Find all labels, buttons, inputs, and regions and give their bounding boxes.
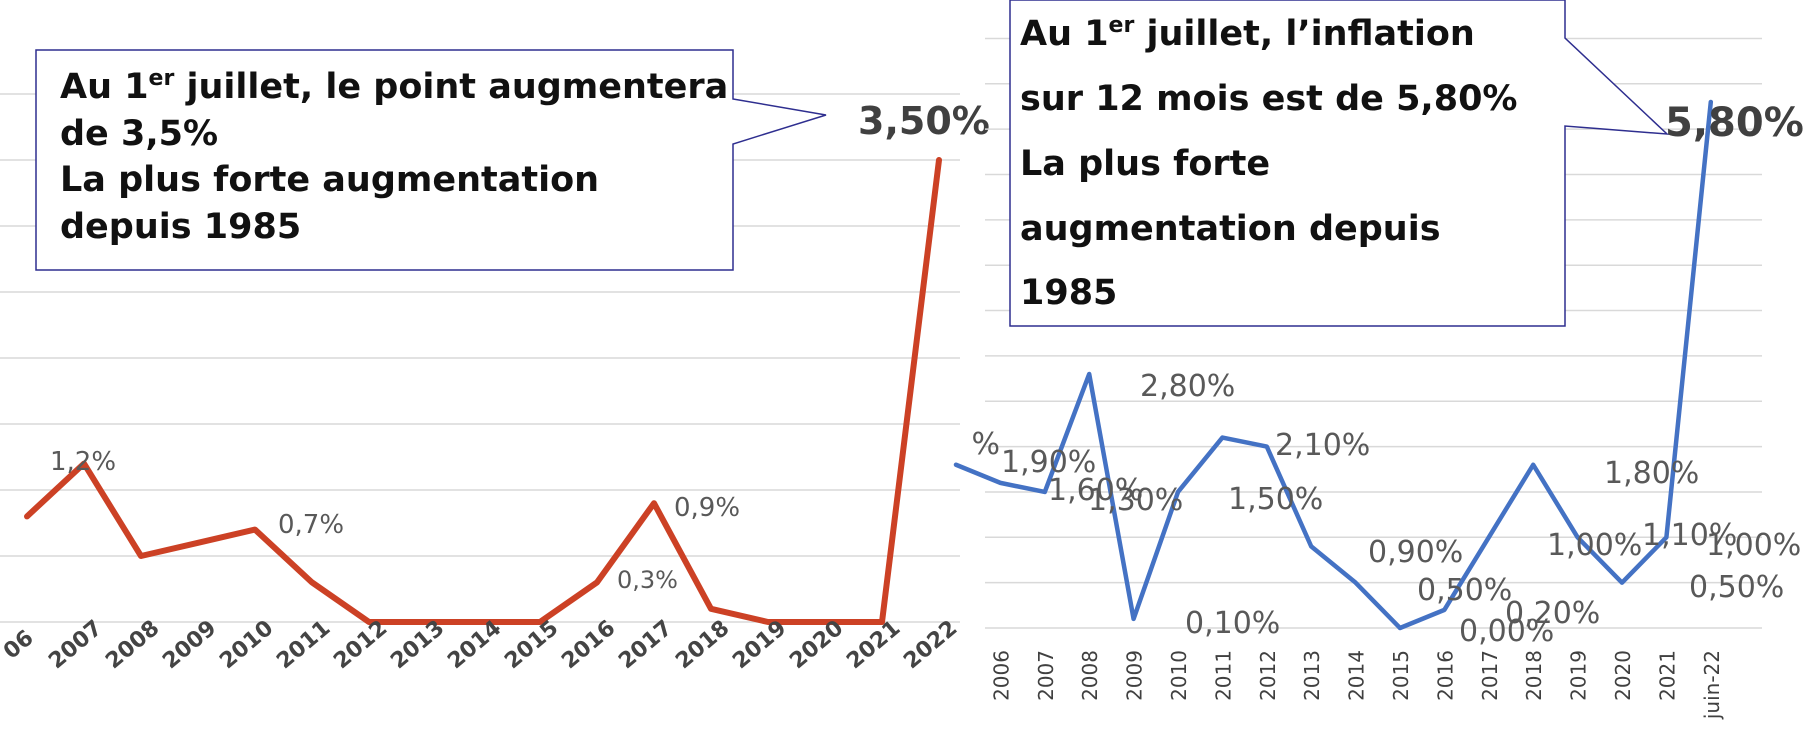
left-x-tick-label: 2008 [101, 616, 164, 675]
right-data-label: 5,80% [1665, 100, 1804, 146]
left-data-label: 1,2% [50, 447, 116, 477]
right-data-label: % [971, 427, 1000, 462]
left-x-tick-label: 2010 [215, 616, 278, 675]
left-callout: Au 1er juillet, le point augmentera de 3… [36, 50, 826, 270]
left-callout-line2: de 3,5% [60, 114, 218, 154]
left-x-tick-label: 2017 [614, 616, 677, 675]
right-data-label: 0,10% [1185, 606, 1280, 641]
right-data-label: 2,80% [1140, 369, 1235, 404]
right-x-tick-label: 2009 [1123, 650, 1147, 701]
right-data-label: 1,80% [1604, 456, 1699, 491]
right-x-tick-label: 2015 [1389, 650, 1413, 701]
left-x-tick-label: 2022 [899, 616, 962, 675]
left-x-tick-label: 2009 [158, 616, 221, 675]
right-x-tick-label: 2019 [1567, 650, 1591, 701]
right-x-tick-label: 2021 [1655, 650, 1679, 701]
left-data-label: 3,50% [858, 99, 990, 143]
left-data-label: 0,7% [278, 510, 344, 540]
inflation-chart: 2006 2007 2008 2009 2010 2011 2012 2013 2014 2015… [956, 0, 1804, 720]
right-x-tick-label: 2007 [1034, 650, 1058, 701]
right-callout-line4: augmentation depuis [1020, 209, 1441, 249]
right-data-label: 0,90% [1368, 535, 1463, 570]
left-x-tick-label: 06 [0, 626, 39, 665]
right-x-tick-label: 2017 [1478, 650, 1502, 701]
left-callout-line3: La plus forte augmentation [60, 160, 599, 200]
right-x-tick-label: 2012 [1256, 650, 1280, 701]
right-data-label: 2,10% [1275, 428, 1370, 463]
right-x-ticks: 2006 2007 2008 2009 2010 2011 2012 2013 2014 2015… [989, 650, 1723, 720]
right-x-tick-label: 2020 [1611, 650, 1635, 701]
right-data-label: 0,20% [1505, 596, 1600, 631]
left-x-tick-label: 2019 [728, 616, 791, 675]
right-data-label: 1,00% [1547, 528, 1642, 563]
left-x-tick-label: 2011 [272, 616, 335, 675]
right-data-label: 0,50% [1689, 570, 1784, 605]
left-x-tick-label: 2007 [44, 616, 107, 675]
right-callout-line1: Au 1er juillet, l’inflation [1020, 13, 1475, 54]
right-callout-line5: 1985 [1020, 273, 1117, 313]
right-x-tick-label: 2011 [1211, 650, 1235, 701]
right-x-tick-label: 2013 [1300, 650, 1324, 701]
right-data-label: 1,00% [1706, 528, 1801, 563]
left-x-tick-label: 2012 [329, 616, 392, 675]
left-data-label: 0,3% [617, 566, 678, 594]
right-data-label: 1,30% [1088, 483, 1183, 518]
right-x-tick-label: 2016 [1433, 650, 1457, 701]
right-x-tick-label: 2014 [1345, 650, 1369, 701]
right-callout-line2: sur 12 mois est de 5,80% [1020, 79, 1518, 119]
left-callout-line4: depuis 1985 [60, 207, 301, 247]
right-callout: Au 1er juillet, l’inflation sur 12 mois … [1010, 0, 1667, 326]
right-x-tick-label: 2010 [1167, 650, 1191, 701]
right-x-tick-label: juin-22 [1700, 650, 1724, 720]
left-x-tick-label: 2016 [557, 616, 620, 675]
right-data-label: 0,50% [1417, 573, 1512, 608]
left-x-tick-label: 2018 [671, 616, 734, 675]
right-callout-line3: La plus forte [1020, 144, 1270, 184]
left-data-label: 0,9% [674, 493, 740, 523]
right-x-tick-label: 2008 [1078, 650, 1102, 701]
right-x-tick-label: 2018 [1522, 650, 1546, 701]
right-data-label: 1,50% [1228, 482, 1323, 517]
right-x-tick-label: 2006 [989, 650, 1013, 701]
